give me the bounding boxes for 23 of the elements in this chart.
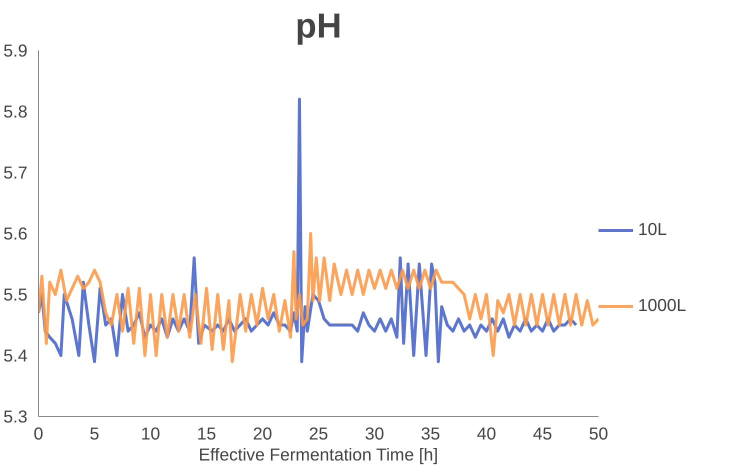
y-tick-label: 5.8 — [3, 102, 28, 122]
chart-title: pH — [295, 8, 342, 46]
x-tick-label: 45 — [532, 424, 552, 444]
x-tick-label: 10 — [140, 424, 160, 444]
y-tick-label: 5.7 — [3, 162, 28, 182]
legend-label: 10L — [638, 219, 668, 240]
x-tick-label: 35 — [420, 424, 440, 444]
x-tick-label: 20 — [252, 424, 272, 444]
y-tick-label: 5.9 — [3, 40, 28, 60]
x-tick-label: 5 — [90, 424, 100, 444]
y-tick-label: 5.4 — [3, 346, 28, 366]
line-series — [38, 232, 598, 364]
x-tick-label: 50 — [588, 424, 608, 444]
legend-label: 1000L — [638, 295, 688, 316]
x-tick-label: 25 — [308, 424, 328, 444]
x-tick-label: 0 — [34, 424, 44, 444]
y-tick-label: 5.5 — [3, 284, 28, 304]
x-tick-label: 15 — [196, 424, 216, 444]
x-tick-label: 40 — [476, 424, 496, 444]
y-tick-label: 5.3 — [3, 406, 28, 426]
x-tick-label: 30 — [364, 424, 384, 444]
y-tick-label: 5.6 — [3, 224, 28, 244]
x-axis-title: Effective Fermentation Time [h] — [198, 444, 438, 464]
